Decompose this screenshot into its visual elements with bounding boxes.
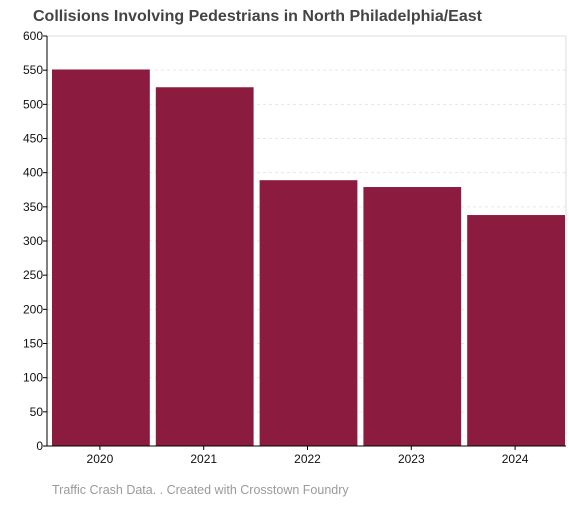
x-tick-label-2024: 2024	[502, 452, 529, 466]
bars	[52, 69, 565, 446]
y-tick-label-350: 350	[23, 200, 43, 214]
y-tick-label-500: 500	[23, 97, 43, 111]
y-tick-label-550: 550	[23, 63, 43, 77]
y-tick-label-300: 300	[23, 234, 43, 248]
bar-2020	[52, 69, 150, 446]
y-tick-label-200: 200	[23, 302, 43, 316]
tick-labels: 0 50 100 150 200 250 300 350 400 450 500 550 600 2020…	[23, 29, 529, 466]
x-tick-label-2020: 2020	[87, 452, 114, 466]
bar-2022	[259, 180, 358, 446]
y-tick-label-250: 250	[23, 268, 43, 282]
axes	[43, 35, 567, 450]
y-tick-label-100: 100	[23, 371, 43, 385]
y-tick-label-0: 0	[36, 439, 43, 453]
x-tick-label-2022: 2022	[294, 452, 321, 466]
y-tick-label-50: 50	[30, 405, 44, 419]
y-tick-label-400: 400	[23, 166, 43, 180]
bar-2024	[467, 215, 565, 446]
bar-2021	[155, 87, 254, 446]
chart-title: Collisions Involving Pedestrians in Nort…	[33, 8, 482, 25]
x-tick-label-2023: 2023	[398, 452, 425, 466]
y-tick-label-450: 450	[23, 132, 43, 146]
y-tick-label-150: 150	[23, 337, 43, 351]
y-tick-label-600: 600	[23, 29, 43, 43]
bar-2023	[363, 187, 462, 446]
x-tick-label-2021: 2021	[190, 452, 217, 466]
chart-caption: Traffic Crash Data. . Created with Cross…	[52, 483, 349, 497]
